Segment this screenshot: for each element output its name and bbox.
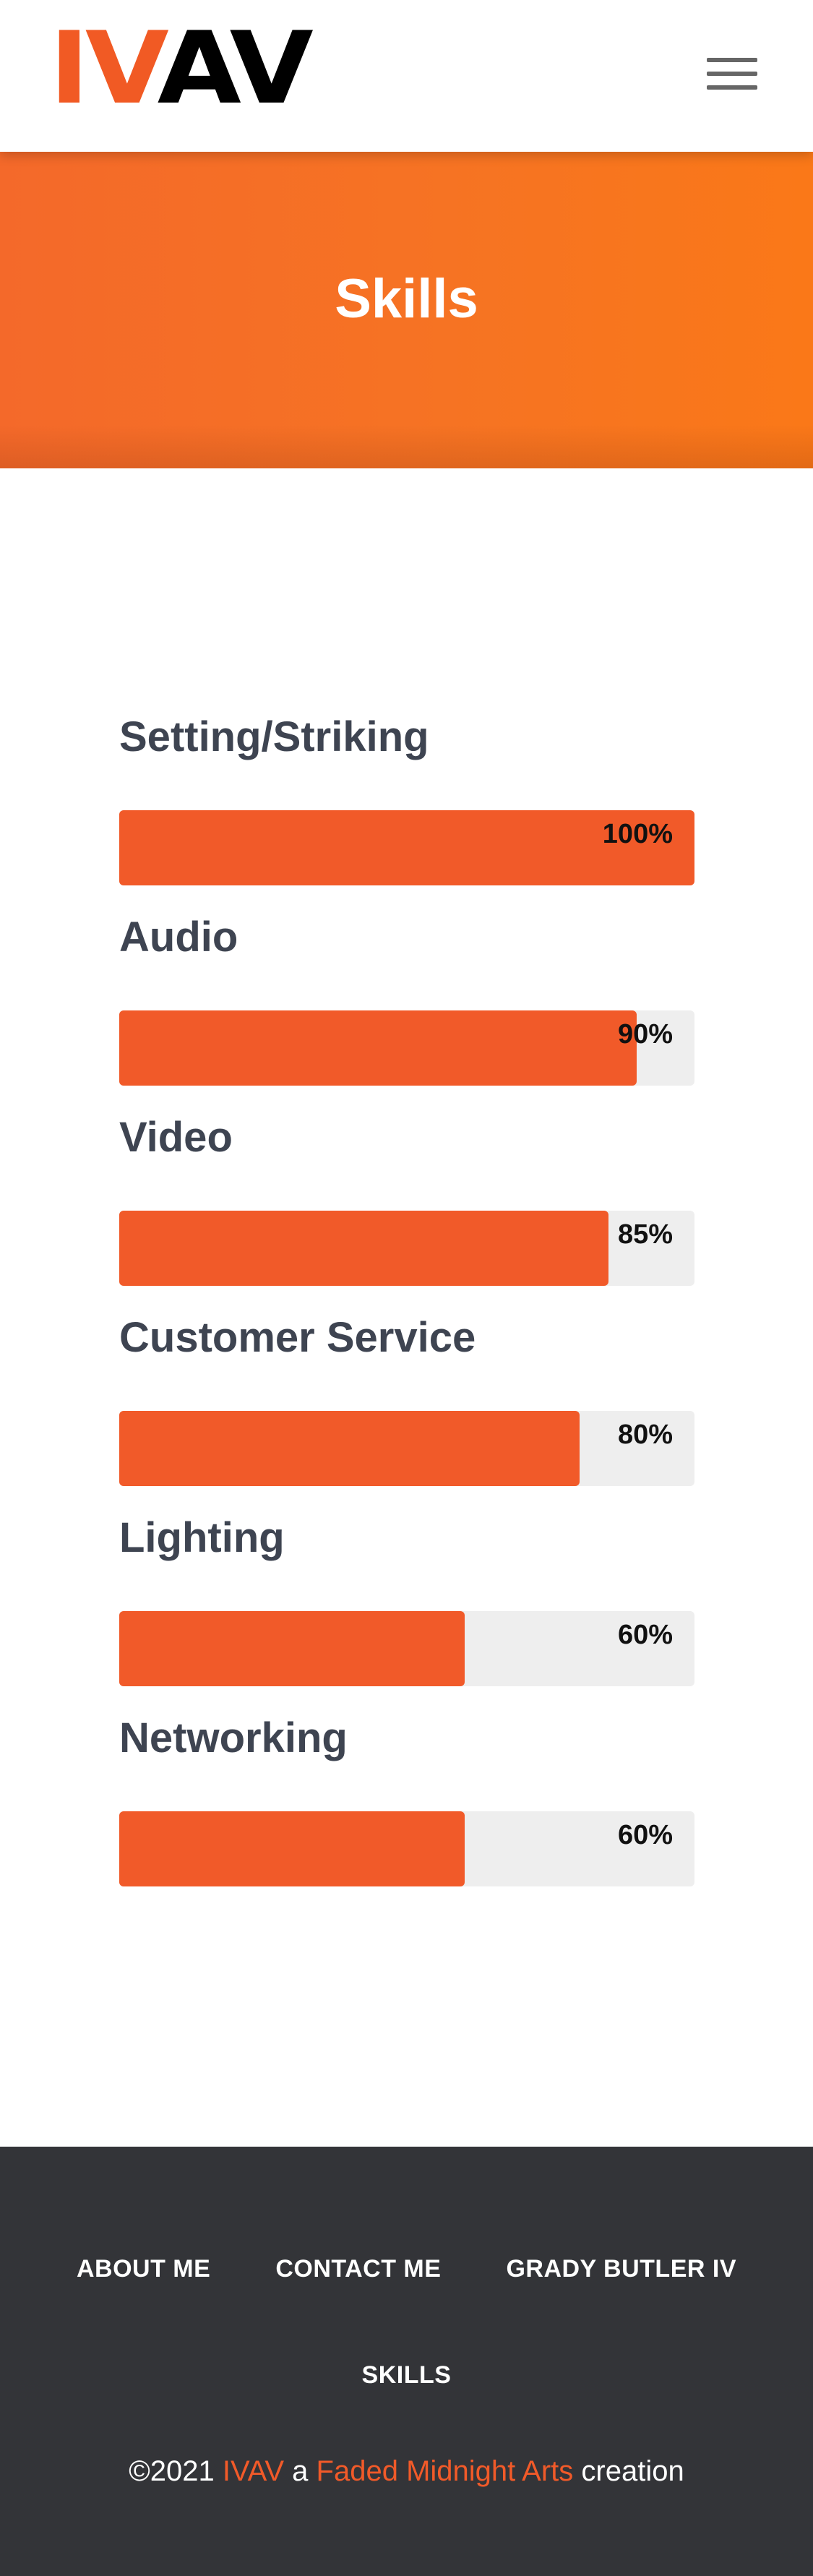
skill-label: Video (119, 1114, 233, 1161)
menu-line (707, 58, 757, 62)
skill-label: Audio (119, 914, 238, 961)
faded-midnight-arts-link[interactable]: Faded Midnight Arts (316, 2455, 574, 2487)
site-logo[interactable]: IVAV (49, 19, 314, 119)
site-footer: ABOUT ME CONTACT ME GRADY BUTLER IV SKIL… (0, 2147, 813, 2576)
skill-percent: 60% (617, 1620, 673, 1650)
skill-bar-track: 80% (119, 1411, 694, 1486)
site-header: IVAV (0, 0, 813, 152)
skill-percent: 100% (602, 819, 673, 849)
skill-bar-fill (119, 1211, 608, 1286)
menu-line (707, 72, 757, 76)
skill-bar-track: 60% (119, 1811, 694, 1886)
copyright-prefix: ©2021 (129, 2455, 223, 2487)
skill-bar-fill (119, 1411, 580, 1486)
copyright-brand-link[interactable]: IVAV (222, 2455, 285, 2487)
footer-link-grady-butler-iv[interactable]: GRADY BUTLER IV (506, 2255, 737, 2283)
skills-list: Setting/Striking 100% Audio 90% Video 85… (119, 712, 694, 1913)
skill-percent: 60% (617, 1820, 673, 1850)
skill-bar-fill (119, 1811, 465, 1886)
footer-link-about-me[interactable]: ABOUT ME (76, 2255, 211, 2283)
skill-item: Video 85% (119, 1112, 694, 1313)
skill-item: Networking 60% (119, 1713, 694, 1913)
skill-item: Lighting 60% (119, 1513, 694, 1713)
skill-label: Networking (119, 1714, 348, 1761)
menu-line (707, 85, 757, 90)
copyright: ©2021 IVAV a Faded Midnight Arts creatio… (0, 2455, 813, 2488)
footer-link-contact-me[interactable]: CONTACT ME (275, 2255, 442, 2283)
skill-bar-track: 90% (119, 1010, 694, 1086)
skill-percent: 90% (617, 1019, 673, 1049)
hamburger-menu-icon[interactable] (707, 58, 759, 95)
footer-link-skills[interactable]: SKILLS (361, 2361, 452, 2389)
footer-nav-secondary: SKILLS (0, 2361, 813, 2390)
skill-bar-fill (119, 810, 694, 885)
skill-bar-fill (119, 1010, 637, 1086)
logo-av: AV (157, 10, 314, 127)
skill-bar-fill (119, 1611, 465, 1686)
copyright-mid: a (284, 2455, 317, 2487)
skill-label: Customer Service (119, 1314, 476, 1361)
skill-percent: 80% (617, 1420, 673, 1450)
page-title: Skills (335, 268, 478, 330)
skill-item: Setting/Striking 100% (119, 712, 694, 912)
hero-banner: Skills (0, 152, 813, 468)
copyright-suffix: creation (573, 2455, 684, 2487)
skill-percent: 85% (617, 1219, 673, 1250)
skill-bar-track: 60% (119, 1611, 694, 1686)
skill-bar-track: 85% (119, 1211, 694, 1286)
skill-item: Audio 90% (119, 912, 694, 1112)
skill-label: Lighting (119, 1514, 285, 1561)
skill-label: Setting/Striking (119, 713, 429, 760)
skill-item: Customer Service 80% (119, 1313, 694, 1513)
logo-iv: IV (49, 10, 162, 127)
skill-bar-track: 100% (119, 810, 694, 885)
footer-nav: ABOUT ME CONTACT ME GRADY BUTLER IV (0, 2255, 813, 2283)
